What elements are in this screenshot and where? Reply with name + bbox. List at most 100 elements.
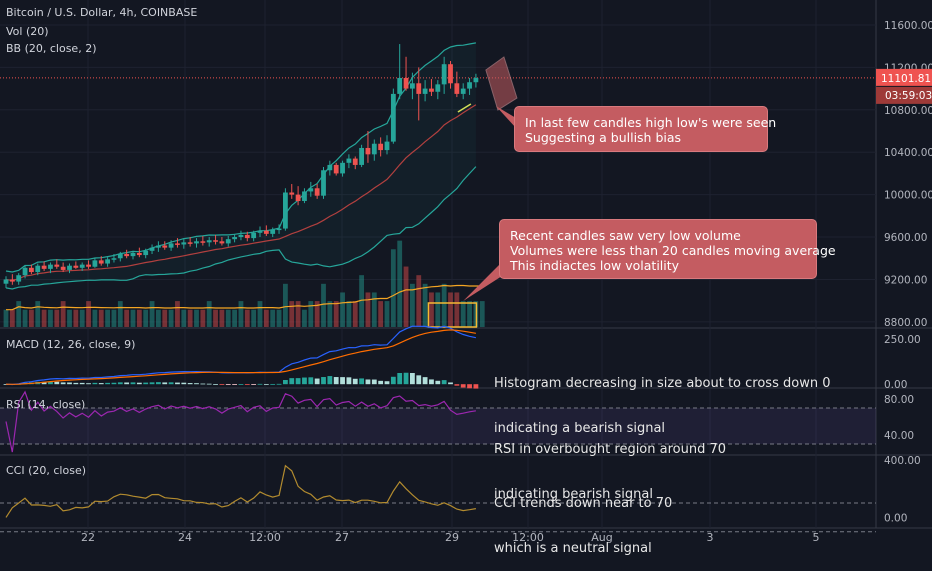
candle-body bbox=[460, 88, 466, 94]
callout-volume[interactable]: Recent candles saw very low volume Volum… bbox=[499, 219, 836, 279]
candles bbox=[3, 44, 479, 288]
volume-bar bbox=[9, 309, 15, 327]
volume-bar bbox=[441, 283, 447, 327]
macd-histogram-bar bbox=[422, 377, 428, 385]
candle-body bbox=[200, 241, 206, 243]
candle-body bbox=[48, 264, 53, 269]
volume-bar bbox=[244, 309, 250, 327]
volume-bar bbox=[251, 309, 257, 327]
macd-histogram-bar bbox=[67, 382, 72, 385]
volume-bar bbox=[130, 309, 136, 327]
macd-histogram-bar bbox=[187, 383, 193, 385]
callout-candles-line-1: In last few candles high low's were seen bbox=[525, 115, 777, 130]
candle-body bbox=[429, 88, 434, 92]
candle-body bbox=[359, 147, 364, 165]
macd-histogram-bar bbox=[454, 384, 460, 386]
macd-histogram-bar bbox=[168, 382, 174, 385]
candle-body bbox=[79, 264, 85, 268]
volume-bar bbox=[365, 292, 371, 327]
volume-bar bbox=[390, 249, 396, 327]
rsi-tick-label: 80.00 bbox=[884, 394, 914, 406]
candle-body bbox=[454, 83, 460, 94]
candle-body bbox=[86, 264, 91, 267]
macd-histogram-bar bbox=[86, 383, 91, 385]
volume-bar bbox=[206, 301, 212, 327]
candle-body bbox=[371, 143, 377, 155]
volume-bar bbox=[289, 301, 295, 327]
candle-body bbox=[378, 143, 384, 151]
candle-body bbox=[448, 64, 453, 84]
volume-bar bbox=[219, 309, 225, 327]
volume-bar bbox=[467, 301, 472, 327]
volume-bar bbox=[371, 292, 377, 327]
candle-body bbox=[346, 158, 352, 163]
price-tick-label: 9600.00 bbox=[884, 232, 927, 244]
macd-histogram-bar bbox=[232, 384, 237, 385]
macd-histogram-bar bbox=[314, 378, 320, 385]
candle-body bbox=[206, 240, 212, 243]
candle-body bbox=[111, 258, 117, 260]
candle-body bbox=[213, 240, 218, 242]
macd-histogram-bar bbox=[124, 382, 130, 385]
candle-body bbox=[321, 170, 326, 196]
candle-body bbox=[308, 188, 314, 192]
candle-body bbox=[410, 83, 415, 89]
macd-tick-label: 0.00 bbox=[884, 379, 907, 391]
macd-histogram-bar bbox=[263, 384, 269, 385]
rsi-note-line-2: indicating bearish signal bbox=[494, 487, 653, 502]
macd-note-line-1: Histogram decreasing in size about to cr… bbox=[494, 376, 831, 391]
candle-body bbox=[98, 260, 104, 264]
candle-body bbox=[67, 265, 72, 270]
volume-bar bbox=[175, 301, 180, 327]
volume-bar bbox=[156, 309, 161, 327]
rsi-note: RSI in overbought region around 70 indic… bbox=[494, 412, 726, 517]
higher-low-marker bbox=[457, 103, 472, 113]
callout-candles[interactable]: In last few candles high low's were seen… bbox=[514, 106, 777, 152]
annotations bbox=[427, 56, 518, 328]
cci-line bbox=[5, 464, 477, 518]
signal-line bbox=[5, 329, 477, 385]
macd-histogram-bar bbox=[403, 372, 409, 385]
candle-body bbox=[130, 252, 136, 257]
macd-histogram-bar bbox=[270, 383, 276, 385]
volume-bar bbox=[111, 309, 117, 327]
volume-bar bbox=[435, 292, 441, 327]
volume-bar bbox=[410, 283, 415, 327]
macd-histogram-bar bbox=[194, 383, 199, 385]
volume-bar bbox=[333, 301, 339, 327]
volume-bar bbox=[448, 292, 453, 327]
time-tick-label: 27 bbox=[335, 531, 349, 544]
candle-body bbox=[251, 232, 257, 239]
macd-histogram-bar bbox=[257, 383, 263, 385]
time-tick-label: 5 bbox=[813, 531, 820, 544]
time-tick-label: 3 bbox=[707, 531, 714, 544]
price-tick-label: 9200.00 bbox=[884, 274, 927, 286]
macd-histogram-bar bbox=[289, 378, 295, 385]
volume-bar bbox=[283, 283, 288, 327]
candle-body bbox=[124, 254, 130, 257]
macd-histogram-bar bbox=[333, 377, 339, 385]
macd-histogram-bar bbox=[73, 382, 79, 385]
volume-bar bbox=[238, 301, 244, 327]
volume-bar bbox=[460, 301, 466, 327]
volume-bar bbox=[162, 309, 168, 327]
time-tick-label: Aug bbox=[591, 531, 612, 544]
candle-body bbox=[54, 264, 60, 267]
price-tick-label: 10000.00 bbox=[884, 190, 932, 202]
countdown-label: 03:59:03 bbox=[885, 90, 932, 102]
volume-bar bbox=[327, 301, 333, 327]
macd-histogram-bar bbox=[410, 373, 415, 385]
volume-bar bbox=[270, 309, 276, 327]
rsi-label: RSI (14, close) bbox=[6, 398, 86, 411]
macd-histogram-bar bbox=[143, 382, 149, 385]
volume-bar bbox=[149, 301, 155, 327]
macd-histogram-bar bbox=[295, 378, 301, 385]
volume-bar bbox=[346, 301, 352, 327]
volume-bar bbox=[232, 309, 237, 327]
volume-bar bbox=[302, 309, 307, 327]
volume-bar bbox=[257, 301, 263, 327]
macd-histogram-bar bbox=[429, 379, 434, 385]
volume-highlight-box bbox=[427, 302, 478, 328]
candle-body bbox=[390, 93, 396, 142]
macd-histogram-bar bbox=[244, 384, 250, 385]
